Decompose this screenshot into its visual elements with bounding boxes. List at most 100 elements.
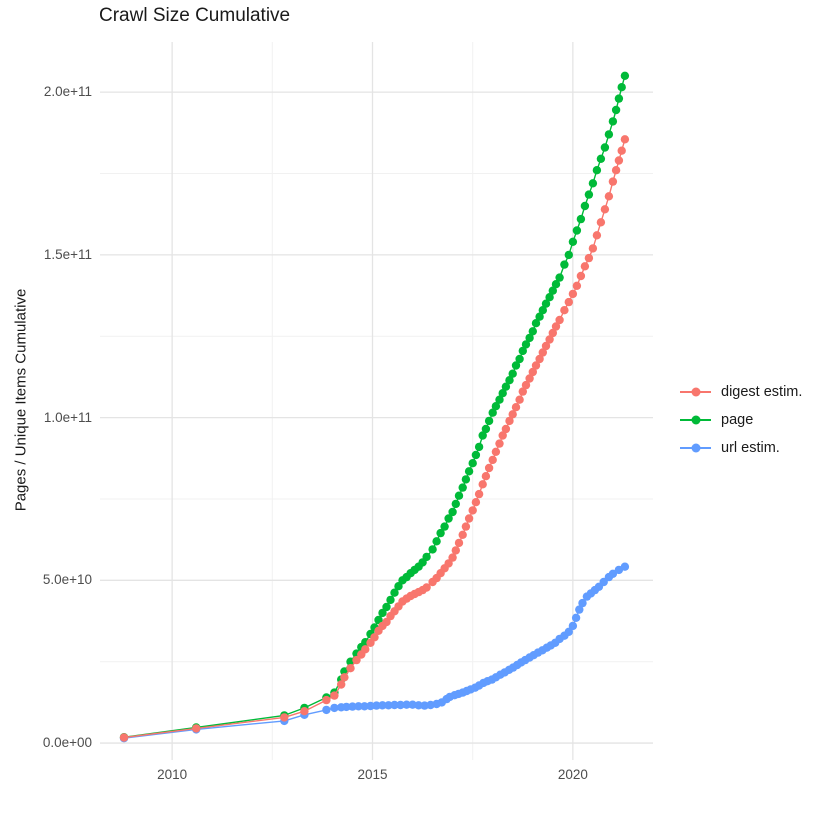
series-page-point: [600, 143, 610, 152]
y-tick-label: 2.0e+11: [43, 84, 92, 100]
series-page-point: [484, 416, 494, 426]
series-digest-estim-point: [545, 335, 554, 344]
series-page-point: [596, 154, 606, 163]
legend-label-url-estim: url estim.: [721, 440, 780, 456]
series-digest-estim-point: [454, 538, 464, 548]
series-page-point: [440, 522, 449, 531]
series-page-point: [508, 369, 517, 378]
series-digest-estim-point: [568, 289, 578, 299]
series-page-point: [428, 545, 437, 554]
series-digest-estim-point: [495, 439, 504, 448]
y-tick-label: 1.5e+11: [43, 246, 92, 262]
legend-point-glyph: [691, 387, 700, 397]
series-digest-estim-point: [511, 403, 521, 412]
series-url-estim-point: [360, 702, 369, 711]
series-page-point: [535, 312, 544, 321]
series-url-estim-point: [571, 613, 581, 622]
series-page-point: [611, 105, 621, 115]
y-tick-label: 1.0e+11: [43, 409, 92, 425]
series-page-point: [541, 299, 551, 308]
series-page-point: [614, 94, 624, 103]
series-page-point: [498, 389, 507, 398]
series-page-point: [604, 130, 614, 139]
series-digest-estim-point: [280, 713, 289, 722]
series-page-point: [461, 475, 471, 484]
y-axis-title: Pages / Unique Items Cumulative: [12, 288, 30, 512]
series-digest-estim-point: [596, 218, 606, 227]
series-page-point: [560, 260, 569, 269]
series-url-estim-point: [564, 627, 573, 636]
series-url-estim-point: [342, 702, 351, 712]
series-url-estim-point: [366, 701, 375, 711]
series-url-estim-point: [575, 605, 584, 614]
series-digest-estim-point: [468, 506, 477, 515]
series-page-point: [451, 499, 460, 509]
series-url-estim-point: [578, 598, 587, 608]
series-page-line: [123, 75, 626, 738]
series-digest-estim-point: [448, 553, 457, 562]
series-page-point: [592, 166, 602, 175]
series-page-point: [386, 595, 395, 605]
series-page-point: [564, 250, 573, 260]
series-page-point: [448, 507, 457, 517]
series-page-point: [617, 83, 626, 92]
series-page-point: [518, 346, 527, 356]
series-page-point: [555, 273, 564, 282]
series-digest-estim-point: [505, 416, 514, 426]
series-digest-estim-point: [525, 374, 534, 383]
series-digest-estim-point: [588, 244, 598, 253]
series-digest-estim-point: [192, 724, 201, 733]
series-digest-estim-point: [370, 633, 379, 642]
series-digest-estim-point: [498, 431, 507, 440]
legend: digest estim. page url estim.: [680, 378, 802, 462]
series-digest-estim-point: [518, 387, 527, 396]
series-page-point: [501, 382, 511, 391]
series-url-estim-point: [348, 702, 357, 711]
series-digest-estim-point: [478, 480, 487, 489]
series-digest-estim-point: [564, 297, 573, 307]
series-digest-estim-point: [451, 546, 460, 555]
series-page-point: [548, 286, 557, 295]
series-page-point: [580, 201, 590, 211]
series-url-estim-point: [330, 703, 339, 713]
series-page-point: [545, 293, 554, 302]
series-digest-estim-point: [535, 354, 544, 364]
series-page-point: [620, 71, 630, 81]
series-page-point: [608, 117, 618, 126]
series-page-point: [471, 450, 481, 460]
series-page-point: [444, 514, 453, 523]
legend-point-glyph: [691, 443, 700, 453]
series-url-estim-point: [354, 702, 363, 711]
series-digest-estim-point: [346, 664, 355, 673]
series-digest-estim-point: [560, 306, 569, 315]
series-digest-estim-point: [361, 645, 370, 654]
chart-title: Crawl Size Cumulative: [99, 5, 291, 26]
series-page-point: [551, 280, 561, 289]
series-page-point: [422, 552, 431, 562]
legend-label-page: page: [721, 412, 754, 428]
series-digest-estim-point: [458, 530, 467, 539]
y-tick-label: 0.0e+00: [42, 735, 92, 751]
series-digest-estim-point: [464, 514, 474, 523]
series-digest-estim-point: [555, 315, 564, 325]
series-page-point: [576, 214, 586, 224]
series-page-point: [584, 190, 594, 199]
series-page-point: [531, 319, 541, 328]
series-url-estim-line: [123, 566, 626, 739]
legend-point-glyph: [691, 415, 700, 425]
series-digest-estim-point: [604, 192, 614, 201]
series-page-point: [468, 459, 477, 468]
series-digest-estim-point: [538, 348, 547, 357]
legend-label-digest-estim: digest estim.: [721, 384, 803, 400]
series-digest-estim-point: [484, 463, 494, 473]
legend-key-digest-estim: [680, 386, 711, 398]
series-digest-estim-point: [580, 262, 590, 271]
series-page-point: [464, 467, 474, 476]
series-digest-estim-point: [422, 583, 431, 592]
series-page-point: [495, 395, 504, 404]
series-digest-estim-point: [551, 322, 561, 331]
series-digest-estim-point: [528, 367, 537, 377]
legend-key-url-estim: [680, 442, 711, 454]
series-page-point: [515, 354, 524, 364]
series-digest-estim-point: [521, 380, 531, 390]
